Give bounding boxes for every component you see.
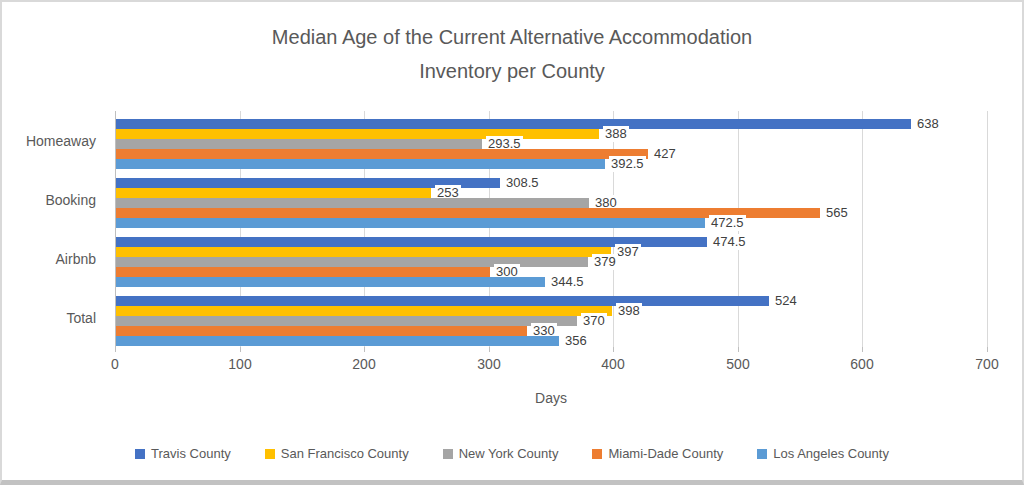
axis-tick-mark <box>240 347 241 352</box>
bar-value-label: 398 <box>616 303 642 319</box>
bar-airbnb-miami-dade-county <box>116 267 490 277</box>
bar-value-label: 370 <box>581 313 607 329</box>
category-label-homeaway: Homeaway <box>2 111 96 170</box>
category-axis: HomeawayBookingAirbnbTotal <box>2 111 106 347</box>
bar-value-label: 308.5 <box>504 175 541 191</box>
x-axis-title: Days <box>115 390 987 406</box>
bar-value-label: 474.5 <box>711 234 748 250</box>
legend-marker-icon <box>592 449 602 459</box>
bar-booking-new-york-county <box>116 198 589 208</box>
bar-value-label: 472.5 <box>709 215 746 231</box>
legend-item-miami-dade-county: Miami-Dade County <box>592 446 723 461</box>
bar-homeaway-los-angeles-county <box>116 159 605 169</box>
bar-value-label: 388 <box>603 126 629 142</box>
axis-tick-mark <box>489 347 490 352</box>
axis-tick-mark <box>738 347 739 352</box>
bar-homeaway-travis-county <box>116 119 911 129</box>
x-tick-label-300: 300 <box>459 356 519 372</box>
x-tick-label-500: 500 <box>708 356 768 372</box>
axis-tick-mark <box>987 347 988 352</box>
x-axis-tick-labels: 0 100 200 300 400 500 600 700 <box>2 356 1022 374</box>
legend-marker-icon <box>757 449 767 459</box>
x-tick-label-600: 600 <box>832 356 892 372</box>
bar-total-san-francisco-county <box>116 306 612 316</box>
legend-label: Los Angeles County <box>773 446 889 461</box>
x-tick-label-0: 0 <box>85 356 145 372</box>
x-tick-label-200: 200 <box>334 356 394 372</box>
category-label-total: Total <box>2 288 96 347</box>
bar-value-label: 638 <box>915 116 941 132</box>
legend-marker-icon <box>443 449 453 459</box>
bar-total-travis-county <box>116 296 769 306</box>
legend-label: Miami-Dade County <box>608 446 723 461</box>
chart-frame: Median Age of the Current Alternative Ac… <box>0 0 1024 485</box>
bar-booking-los-angeles-county <box>116 218 705 228</box>
bar-value-label: 565 <box>824 205 850 221</box>
legend-marker-icon <box>135 449 145 459</box>
chart-title-line2: Inventory per County <box>2 54 1022 88</box>
bar-value-label: 397 <box>615 244 641 260</box>
legend: Travis County San Francisco County New Yor… <box>2 446 1022 461</box>
bar-total-miami-dade-county <box>116 326 527 336</box>
legend-label: San Francisco County <box>281 446 409 461</box>
legend-item-san-francisco-county: San Francisco County <box>265 446 409 461</box>
bar-value-label: 344.5 <box>549 274 586 290</box>
gridline <box>862 111 863 347</box>
x-tick-label-400: 400 <box>583 356 643 372</box>
bar-value-label: 356 <box>563 333 589 349</box>
bar-value-label: 427 <box>652 146 678 162</box>
legend-item-los-angeles-county: Los Angeles County <box>757 446 889 461</box>
bar-value-label: 392.5 <box>609 156 646 172</box>
axis-tick-mark <box>862 347 863 352</box>
x-tick-label-100: 100 <box>210 356 270 372</box>
bar-homeaway-san-francisco-county <box>116 129 599 139</box>
bar-total-los-angeles-county <box>116 336 559 346</box>
legend-label: Travis County <box>151 446 231 461</box>
bar-value-label: 524 <box>773 293 799 309</box>
bar-homeaway-miami-dade-county <box>116 149 648 159</box>
chart-title: Median Age of the Current Alternative Ac… <box>2 20 1022 88</box>
legend-item-travis-county: Travis County <box>135 446 231 461</box>
gridline <box>987 111 988 347</box>
legend-label: New York County <box>459 446 559 461</box>
legend-item-new-york-county: New York County <box>443 446 559 461</box>
x-tick-label-700: 700 <box>957 356 1017 372</box>
bar-airbnb-san-francisco-county <box>116 247 611 257</box>
category-label-airbnb: Airbnb <box>2 229 96 288</box>
chart-title-line1: Median Age of the Current Alternative Ac… <box>2 20 1022 54</box>
axis-tick-mark <box>613 347 614 352</box>
axis-tick-mark <box>364 347 365 352</box>
gridline <box>613 111 614 347</box>
bar-airbnb-los-angeles-county <box>116 277 545 287</box>
legend-marker-icon <box>265 449 275 459</box>
bar-value-label: 379 <box>592 254 618 270</box>
bar-booking-san-francisco-county <box>116 188 431 198</box>
plot-area: 638388293.5427392.5308.5253380565472.547… <box>115 111 987 347</box>
axis-tick-mark <box>115 347 116 352</box>
bar-homeaway-new-york-county <box>116 139 482 149</box>
category-label-booking: Booking <box>2 170 96 229</box>
bar-total-new-york-county <box>116 316 577 326</box>
